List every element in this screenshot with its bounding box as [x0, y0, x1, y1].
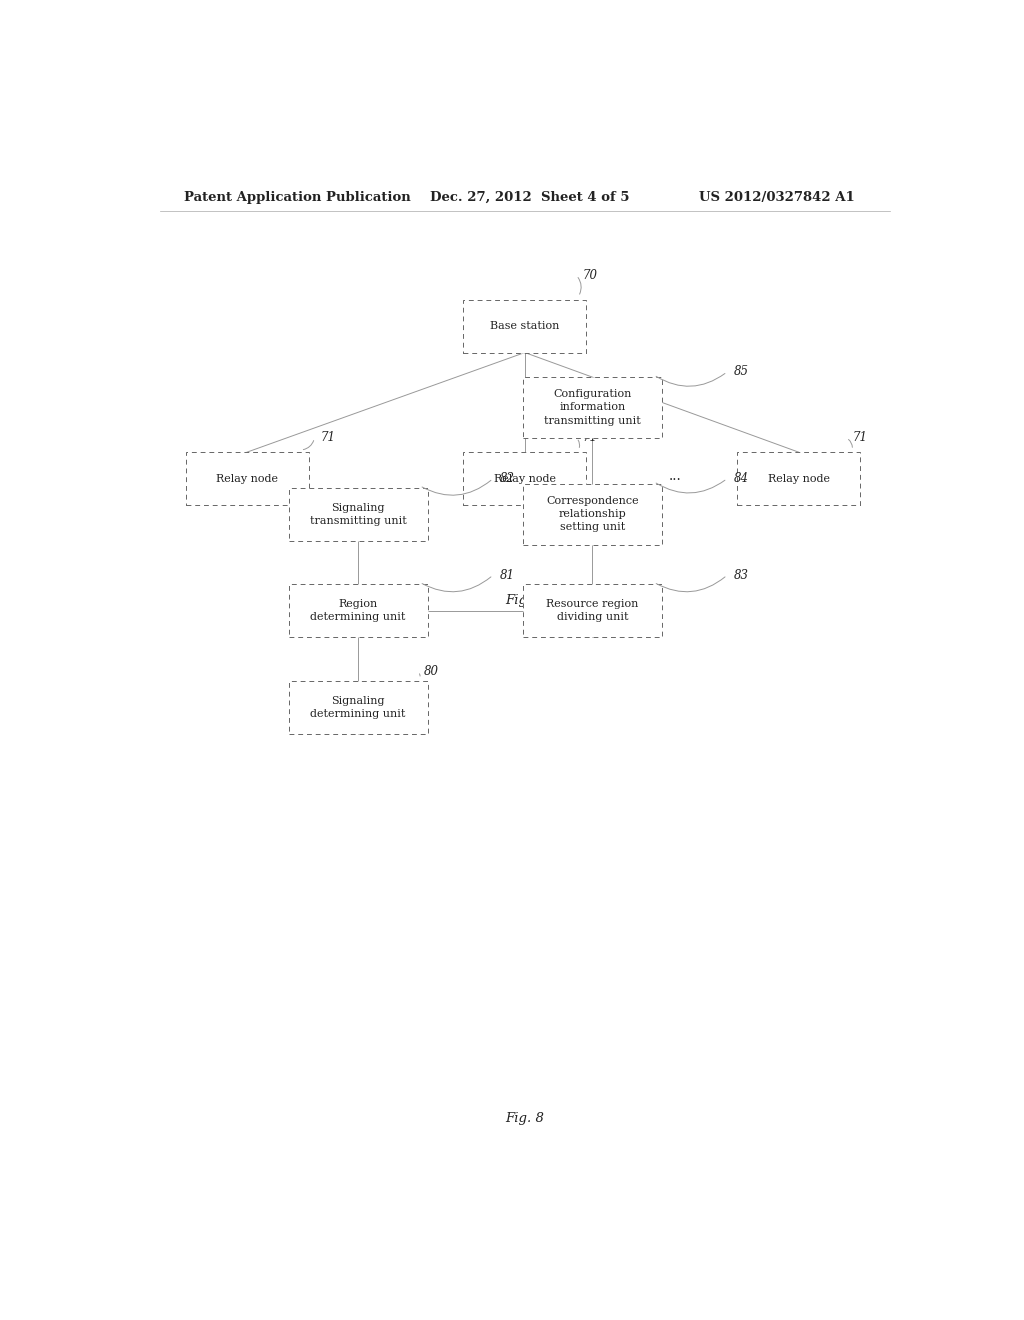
Text: 80: 80	[424, 665, 439, 678]
FancyBboxPatch shape	[289, 681, 428, 734]
Text: Relay node: Relay node	[768, 474, 829, 483]
Text: Configuration
information
transmitting unit: Configuration information transmitting u…	[544, 389, 641, 425]
Text: Resource region
dividing unit: Resource region dividing unit	[546, 599, 638, 622]
FancyBboxPatch shape	[185, 453, 308, 506]
FancyBboxPatch shape	[523, 585, 662, 638]
Text: 70: 70	[583, 269, 598, 281]
Text: US 2012/0327842 A1: US 2012/0327842 A1	[699, 190, 855, 203]
Text: 71: 71	[853, 432, 867, 445]
Text: Patent Application Publication: Patent Application Publication	[183, 190, 411, 203]
Text: ...: ...	[670, 469, 682, 483]
Text: Dec. 27, 2012  Sheet 4 of 5: Dec. 27, 2012 Sheet 4 of 5	[430, 190, 629, 203]
Text: 82: 82	[500, 473, 514, 484]
Text: 85: 85	[733, 366, 749, 379]
FancyBboxPatch shape	[737, 453, 860, 506]
Text: Region
determining unit: Region determining unit	[310, 599, 406, 622]
Text: Signaling
determining unit: Signaling determining unit	[310, 696, 406, 719]
Text: 81: 81	[500, 569, 514, 582]
Text: Relay node: Relay node	[494, 474, 556, 483]
Text: 71: 71	[321, 432, 336, 445]
FancyBboxPatch shape	[289, 487, 428, 541]
FancyBboxPatch shape	[523, 378, 662, 438]
Text: 71: 71	[583, 432, 598, 445]
FancyBboxPatch shape	[523, 483, 662, 545]
Text: Fig. 7: Fig. 7	[506, 594, 544, 607]
Text: 84: 84	[733, 473, 749, 484]
Text: Fig. 8: Fig. 8	[506, 1113, 544, 1126]
Text: Signaling
transmitting unit: Signaling transmitting unit	[310, 503, 407, 525]
FancyBboxPatch shape	[289, 585, 428, 638]
Text: Base station: Base station	[490, 321, 559, 331]
FancyBboxPatch shape	[463, 453, 587, 506]
FancyBboxPatch shape	[463, 300, 587, 352]
Text: Relay node: Relay node	[216, 474, 279, 483]
Text: 83: 83	[733, 569, 749, 582]
Text: Correspondence
relationship
setting unit: Correspondence relationship setting unit	[546, 496, 639, 532]
